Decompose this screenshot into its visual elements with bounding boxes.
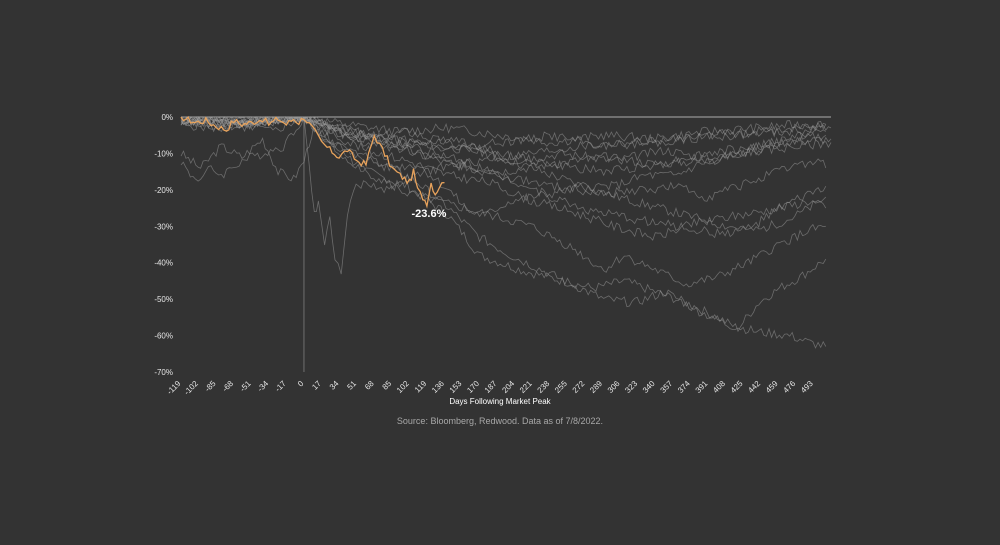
x-tick-label: 102 bbox=[395, 379, 411, 395]
historical-drawdown-line bbox=[180, 115, 827, 177]
current-series-group bbox=[180, 115, 445, 209]
x-tick-label: 187 bbox=[483, 379, 499, 395]
y-tick-label: -40% bbox=[154, 259, 173, 268]
x-tick-label: 170 bbox=[465, 379, 481, 395]
historical-drawdown-line bbox=[180, 119, 832, 182]
current-drawdown-line bbox=[180, 115, 445, 209]
x-axis-title: Days Following Market Peak bbox=[449, 397, 551, 406]
x-tick-label: 289 bbox=[588, 379, 604, 395]
x-tick-label: -119 bbox=[165, 379, 183, 397]
x-tick-label: 442 bbox=[746, 379, 762, 395]
x-axis: -119 -102 -85 -68 -51 -34 -17 0 17 34 51 68 85 102 119… bbox=[165, 379, 815, 397]
x-tick-label: 459 bbox=[764, 379, 780, 395]
x-tick-label: 68 bbox=[363, 379, 376, 392]
x-tick-label: 425 bbox=[729, 379, 745, 395]
x-tick-label: -85 bbox=[203, 379, 218, 394]
historical-drawdown-line bbox=[180, 116, 826, 288]
y-tick-label: -20% bbox=[154, 186, 173, 195]
y-tick-label: -60% bbox=[154, 332, 173, 341]
historical-drawdown-line bbox=[180, 116, 827, 176]
x-tick-label: 323 bbox=[623, 379, 639, 395]
x-tick-label: 340 bbox=[641, 379, 657, 395]
historical-drawdown-line bbox=[180, 116, 832, 218]
x-tick-label: 221 bbox=[518, 379, 534, 395]
x-tick-label: 238 bbox=[536, 379, 552, 395]
y-axis: 0% -10% -20% -30% -40% -50% -60% -70% bbox=[154, 113, 173, 377]
x-tick-label: -51 bbox=[238, 379, 253, 394]
historical-drawdown-line bbox=[180, 115, 826, 152]
y-tick-label: -70% bbox=[154, 368, 173, 377]
x-tick-label: 357 bbox=[658, 379, 674, 395]
x-tick-label: 255 bbox=[553, 379, 569, 395]
x-tick-label: 272 bbox=[571, 379, 587, 395]
x-tick-label: 493 bbox=[799, 379, 815, 395]
x-tick-label: 153 bbox=[448, 379, 464, 395]
historical-drawdown-line bbox=[180, 116, 827, 349]
x-tick-label: 391 bbox=[694, 379, 710, 395]
y-tick-label: -10% bbox=[154, 149, 173, 158]
x-tick-label: 374 bbox=[676, 379, 692, 395]
x-tick-label: -102 bbox=[182, 379, 200, 397]
x-tick-label: 17 bbox=[310, 379, 323, 392]
x-tick-label: 34 bbox=[328, 379, 341, 392]
x-tick-label: -68 bbox=[221, 379, 236, 394]
historical-drawdown-line bbox=[180, 116, 832, 275]
x-tick-label: 51 bbox=[345, 379, 358, 392]
x-tick-label: -34 bbox=[256, 379, 271, 394]
current-drawdown-label: -23.6% bbox=[412, 208, 447, 220]
x-tick-label: 119 bbox=[413, 379, 429, 395]
y-tick-label: -30% bbox=[154, 222, 173, 231]
x-tick-label: 136 bbox=[430, 379, 446, 395]
x-tick-label: 85 bbox=[381, 379, 394, 392]
y-tick-label: -50% bbox=[154, 295, 173, 304]
historical-series-group bbox=[180, 115, 832, 349]
x-tick-label: 476 bbox=[781, 379, 797, 395]
source-note: Source: Bloomberg, Redwood. Data as of 7… bbox=[397, 416, 603, 426]
x-tick-label: 306 bbox=[606, 379, 622, 395]
x-tick-label: 204 bbox=[500, 379, 516, 395]
x-tick-label: 408 bbox=[711, 379, 727, 395]
historical-drawdown-line bbox=[180, 116, 827, 239]
y-tick-label: 0% bbox=[161, 113, 173, 122]
x-tick-label: 0 bbox=[296, 379, 306, 389]
x-tick-label: -17 bbox=[273, 379, 288, 394]
